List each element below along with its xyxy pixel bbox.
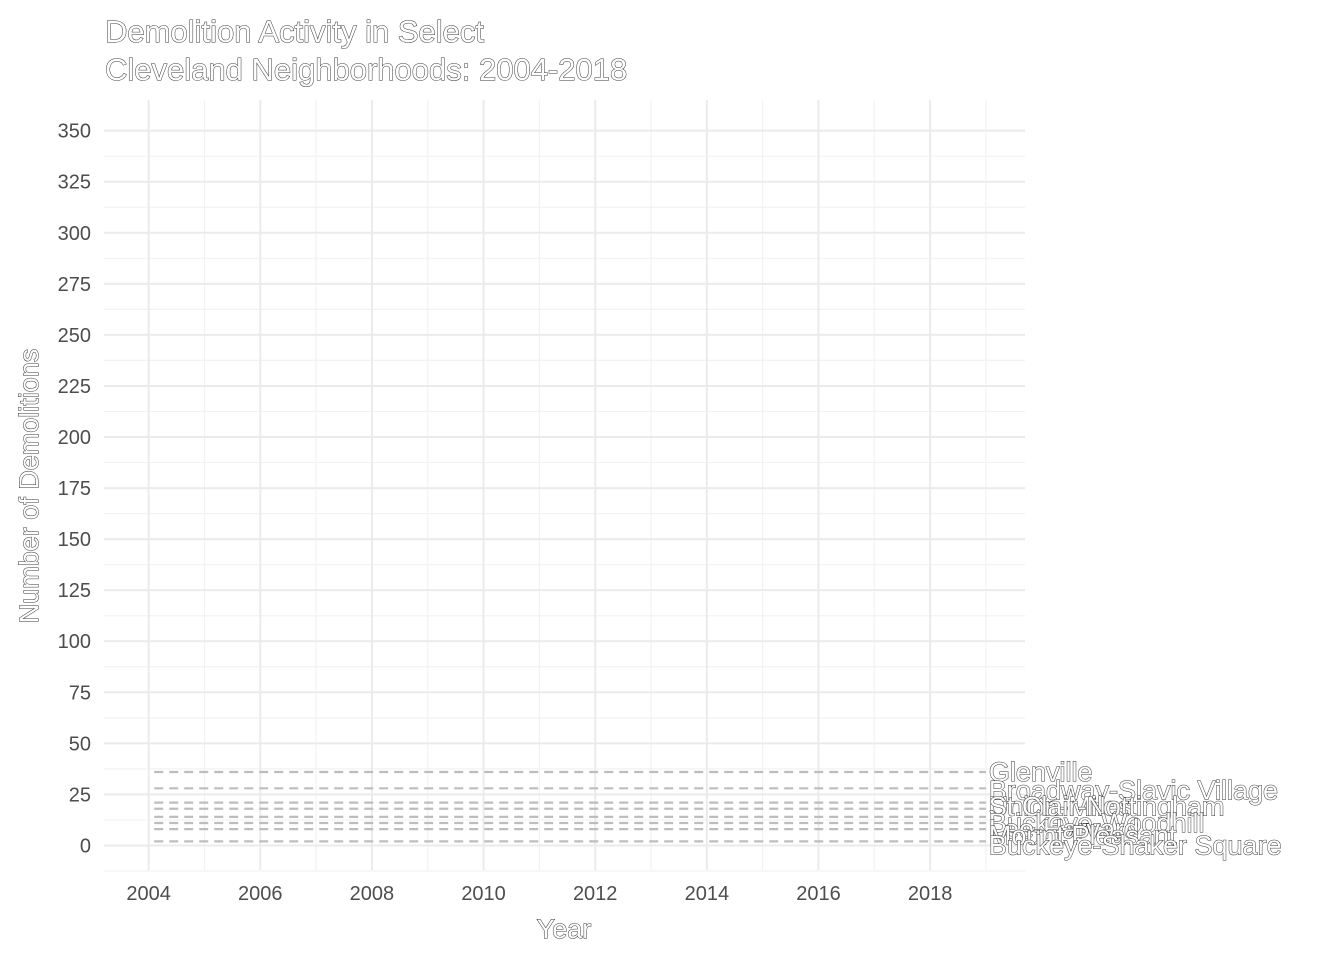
chart-title-line-1: Demolition Activity in Select [105,14,484,49]
series-end-label: Buckeye-Shaker Square [989,830,1282,860]
chart-title-line-2: Cleveland Neighborhoods: 2004-2018 [105,52,627,87]
series-end-label: St.Clair-Nottingham [989,792,1225,822]
y-tick-label: 350 [58,121,91,143]
series-end-label: Glenville [989,757,1093,787]
x-axis-label: Year [537,914,592,944]
x-tick-label: 2012 [573,883,618,905]
y-tick-label: 50 [69,733,91,755]
y-tick-label: 300 [58,223,91,245]
y-tick-label: 75 [69,682,91,704]
y-tick-label: 25 [69,784,91,806]
series-lines [154,770,986,843]
y-tick-label: 250 [58,325,91,347]
y-axis-ticks: 0 25 50 75 100 125 150 175 200 225 250 275 300 325 350 [58,121,91,858]
series-end-label: Broadway-Slavic Village [989,775,1278,805]
y-tick-label: 275 [58,274,91,296]
y-tick-label: 125 [58,580,91,602]
y-tick-label: 150 [58,529,91,551]
x-tick-label: 2006 [238,883,283,905]
x-axis-ticks: 2004 2006 2008 2010 2012 2014 2016 2018 [126,883,952,905]
series-end-label: Union-Miles [989,792,1132,822]
series-end-label: Mount Pleasant [989,820,1177,850]
x-tick-label: 2016 [796,883,841,905]
series-end-label: Lee-Harvard [989,814,1139,844]
y-tick-label: 0 [80,835,91,857]
series-end-label: Buckeye-Woodhill [989,808,1205,838]
y-tick-label: 175 [58,478,91,500]
y-tick-label: 100 [58,631,91,653]
grid-lines [104,100,1025,872]
x-tick-label: 2004 [126,883,171,905]
x-tick-label: 2008 [350,883,395,905]
x-tick-label: 2010 [461,883,506,905]
y-axis-label: Number of Demolitions [14,349,44,624]
y-tick-label: 200 [58,427,91,449]
y-tick-label: 325 [58,172,91,194]
y-tick-label: 225 [58,376,91,398]
x-tick-label: 2014 [685,883,730,905]
x-tick-label: 2018 [908,883,953,905]
